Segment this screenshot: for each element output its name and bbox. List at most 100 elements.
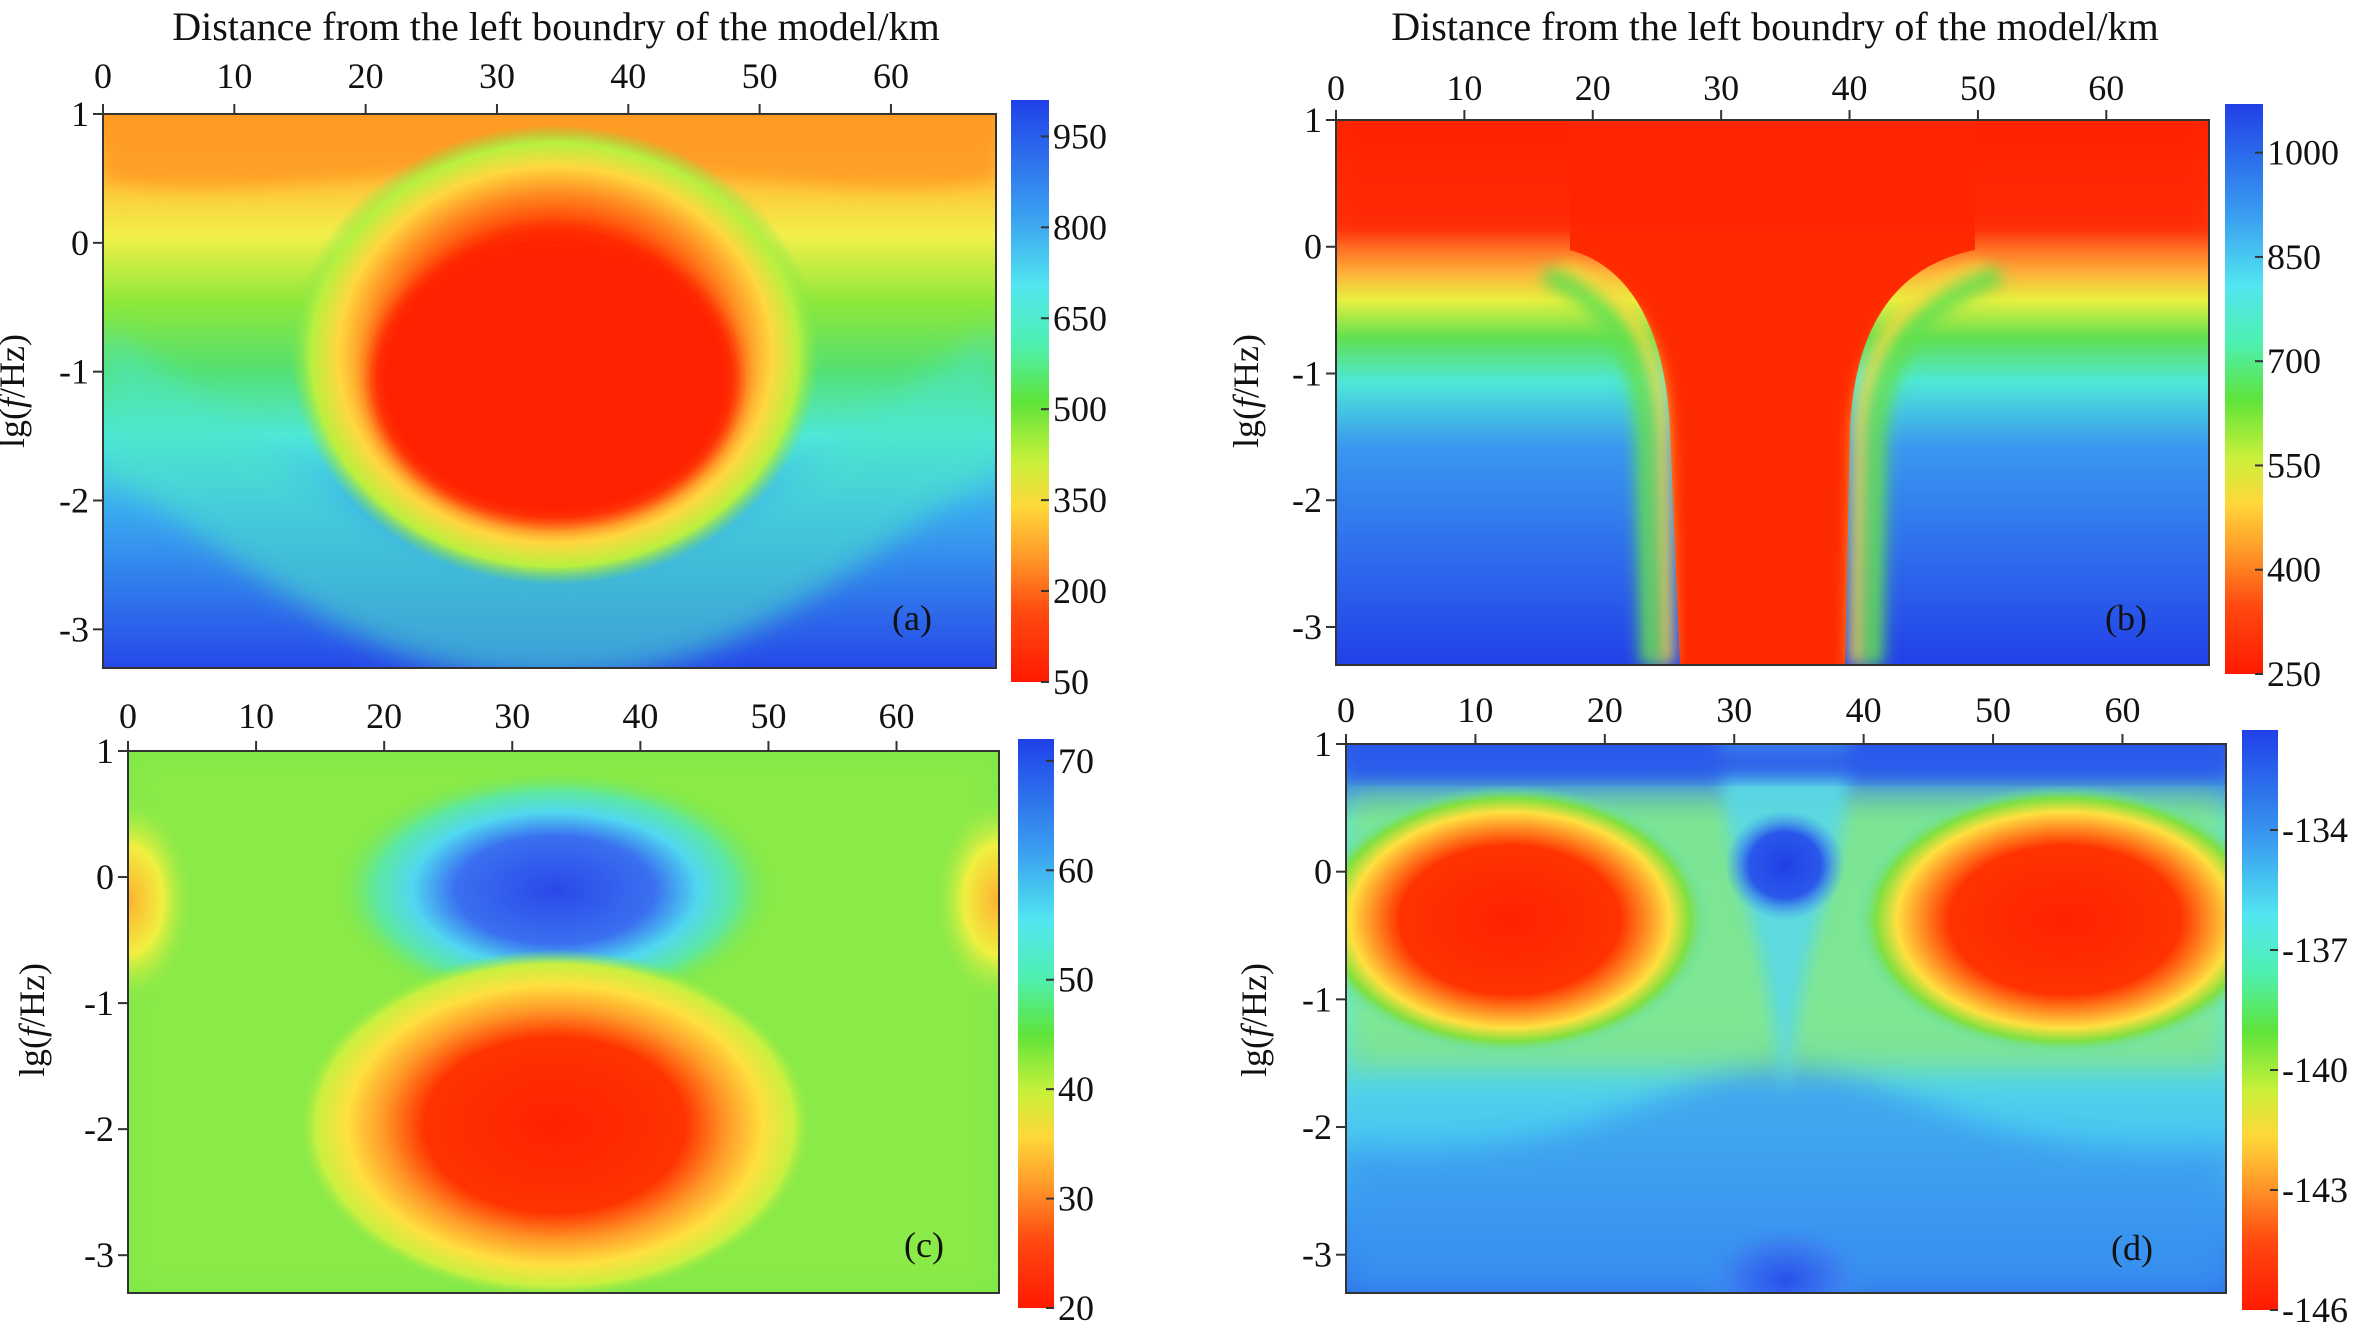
- panel-b-label: (b): [2105, 598, 2147, 638]
- panel-b-colorbar: 1000 850 700 550 400 250: [2225, 104, 2339, 694]
- y-tick-label: -3: [84, 1235, 114, 1275]
- y-tick-label: 0: [1314, 852, 1332, 892]
- colorbar-tick-label: 20: [1058, 1288, 1094, 1323]
- panel-b-frame: [1335, 119, 2210, 666]
- panel-a-colorbar-gradient: [1011, 100, 1049, 682]
- x-tick-label: 0: [94, 56, 112, 96]
- x-tick-label: 0: [119, 696, 137, 736]
- panel-a-frame: [102, 113, 997, 669]
- x-tick-label: 20: [348, 56, 384, 96]
- colorbar-tick-label: 400: [2267, 550, 2321, 590]
- x-tick-label: 30: [1703, 68, 1739, 108]
- panel-d-colorbar-gradient: [2242, 730, 2278, 1310]
- colorbar-tick-label: 350: [1053, 480, 1107, 520]
- x-tick-label: 40: [610, 56, 646, 96]
- colorbar-tick-label: 70: [1058, 741, 1094, 781]
- x-tick-label: 40: [1846, 690, 1882, 730]
- y-tick-label: 1: [71, 94, 89, 134]
- x-tick-label: 30: [494, 696, 530, 736]
- panel-c-frame: [127, 750, 1000, 1294]
- colorbar-tick-label: 950: [1053, 116, 1107, 156]
- panel-a-colorbar: 950 800 650 500 350 200 50: [1011, 100, 1107, 702]
- panel-d-colorbar: -134 -137 -140 -143 -146: [2242, 730, 2348, 1323]
- panel-b-heatmap: [1336, 120, 2209, 665]
- panel-b-ylabel: lg(f/Hz): [1226, 334, 1266, 448]
- x-tick-label: 10: [216, 56, 252, 96]
- y-tick-label: 1: [96, 731, 114, 771]
- colorbar-tick-label: 50: [1053, 662, 1089, 702]
- y-tick-label: -1: [1302, 979, 1332, 1019]
- panel-c-heatmap: [128, 751, 999, 1293]
- panel-c-colorbar: 70 60 50 40 30 20: [1018, 739, 1094, 1323]
- x-tick-label: 10: [238, 696, 274, 736]
- y-tick-label: -2: [1292, 480, 1322, 520]
- x-tick-label: 40: [622, 696, 658, 736]
- y-tick-label: 1: [1314, 724, 1332, 764]
- y-tick-label: -1: [84, 983, 114, 1023]
- x-tick-label: 50: [1960, 68, 1996, 108]
- x-tick-label: 20: [366, 696, 402, 736]
- y-tick-label: 0: [71, 223, 89, 263]
- panel-a-ylabel: lg(f/Hz): [0, 334, 32, 448]
- y-tick-label: -1: [1292, 353, 1322, 393]
- panel-c-colorbar-gradient: [1018, 739, 1054, 1308]
- panel-a-title: Distance from the left boundry of the mo…: [172, 4, 940, 49]
- colorbar-tick-label: 550: [2267, 445, 2321, 485]
- y-tick-label: -3: [59, 609, 89, 649]
- y-tick-label: -3: [1292, 607, 1322, 647]
- panel-d-heatmap: [1346, 744, 2226, 1293]
- colorbar-tick-label: -146: [2282, 1290, 2348, 1323]
- panel-c-label: (c): [904, 1225, 944, 1265]
- colorbar-tick-label: 800: [1053, 207, 1107, 247]
- panel-b-colorbar-ticks: 1000 850 700 550 400 250: [2255, 133, 2339, 694]
- x-tick-label: 0: [1337, 690, 1355, 730]
- colorbar-tick-label: 250: [2267, 654, 2321, 694]
- x-tick-label: 30: [479, 56, 515, 96]
- x-tick-label: 60: [879, 696, 915, 736]
- x-tick-label: 0: [1327, 68, 1345, 108]
- colorbar-tick-label: 40: [1058, 1069, 1094, 1109]
- panel-a-heatmap: [103, 114, 996, 668]
- colorbar-tick-label: -140: [2282, 1050, 2348, 1090]
- y-tick-label: -2: [59, 481, 89, 521]
- x-tick-label: 60: [2088, 68, 2124, 108]
- panel-a-label: (a): [892, 598, 932, 638]
- panel-b-colorbar-gradient: [2225, 104, 2263, 674]
- y-tick-label: 0: [1304, 227, 1322, 267]
- colorbar-tick-label: -134: [2282, 810, 2348, 850]
- colorbar-tick-label: 30: [1058, 1179, 1094, 1219]
- colorbar-tick-label: 850: [2267, 237, 2321, 277]
- colorbar-tick-label: 50: [1058, 960, 1094, 1000]
- x-tick-label: 20: [1575, 68, 1611, 108]
- colorbar-tick-label: 650: [1053, 298, 1107, 338]
- x-tick-label: 10: [1457, 690, 1493, 730]
- panel-d-colorbar-ticks: -134 -137 -140 -143 -146: [2270, 810, 2348, 1323]
- panel-c-ylabel: lg(f/Hz): [12, 963, 52, 1077]
- colorbar-tick-label: 1000: [2267, 133, 2339, 173]
- x-tick-label: 40: [1832, 68, 1868, 108]
- colorbar-tick-label: 200: [1053, 571, 1107, 611]
- y-tick-label: -2: [84, 1109, 114, 1149]
- y-tick-label: -1: [59, 352, 89, 392]
- x-tick-label: 10: [1446, 68, 1482, 108]
- y-tick-label: 1: [1304, 100, 1322, 140]
- colorbar-tick-label: 500: [1053, 389, 1107, 429]
- panel-d-ylabel: lg(f/Hz): [1234, 963, 1274, 1077]
- y-tick-label: -2: [1302, 1107, 1332, 1147]
- x-tick-label: 60: [2104, 690, 2140, 730]
- x-tick-label: 50: [1975, 690, 2011, 730]
- panel-a-colorbar-ticks: 950 800 650 500 350 200 50: [1041, 116, 1107, 702]
- panel-d-label: (d): [2111, 1228, 2153, 1268]
- x-tick-label: 50: [750, 696, 786, 736]
- panel-d-frame: [1345, 743, 2227, 1294]
- colorbar-tick-label: 700: [2267, 341, 2321, 381]
- x-tick-label: 20: [1587, 690, 1623, 730]
